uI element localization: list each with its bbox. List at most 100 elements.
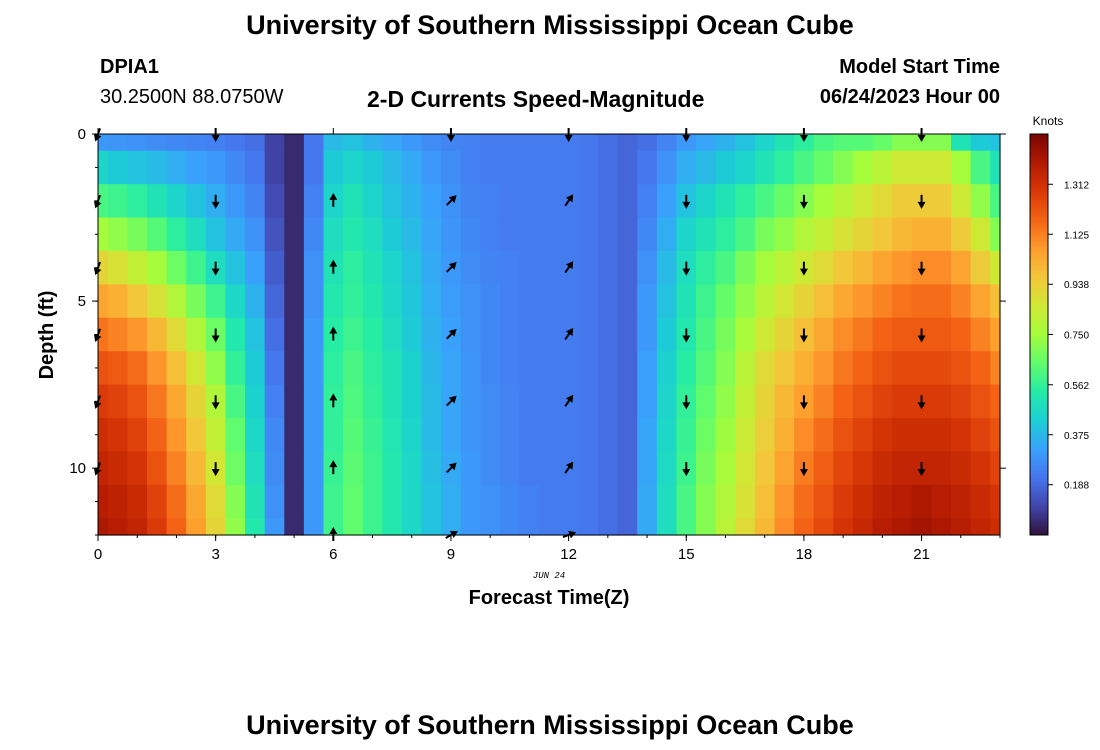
heatmap-cell (519, 150, 540, 185)
heatmap-cell (147, 317, 168, 352)
heatmap-cell (735, 150, 756, 185)
heatmap-cell (950, 418, 972, 453)
heatmap-cell (696, 351, 717, 386)
heatmap-cell (98, 384, 109, 419)
heatmap-cell (892, 184, 913, 219)
heatmap-cell (539, 518, 560, 536)
heatmap-cell (186, 184, 207, 219)
heatmap-cell (931, 484, 952, 519)
heatmap-cell (343, 134, 364, 152)
y-axis: 0 5 10 (69, 126, 1006, 536)
heatmap-cell (460, 451, 481, 486)
heatmap-cell (558, 217, 580, 252)
heatmap-cell (186, 484, 207, 519)
heatmap-cell (539, 184, 560, 219)
heatmap-cell (970, 150, 991, 185)
heatmap-cell (147, 351, 168, 386)
heatmap-cell (539, 284, 560, 319)
heatmap-cell (696, 518, 717, 536)
heatmap-cell (362, 317, 383, 352)
heatmap-cell (598, 134, 619, 152)
heatmap-cell (460, 484, 481, 519)
heatmap-cell (303, 217, 325, 252)
heatmap-cell (460, 284, 481, 319)
heatmap-cell (990, 484, 1001, 519)
heatmap-cell (539, 351, 560, 386)
heatmap-cell (558, 284, 580, 319)
heatmap-cell (794, 518, 815, 536)
heatmap-cell (754, 250, 776, 285)
heatmap-cell (970, 484, 991, 519)
heatmap-cell (676, 418, 697, 453)
heatmap-cell (696, 217, 717, 252)
heatmap-cell (245, 351, 266, 386)
heatmap-cell (245, 250, 266, 285)
heatmap-cell (343, 217, 364, 252)
heatmap-cell (872, 217, 893, 252)
heatmap-cell (147, 418, 168, 453)
heatmap-chart: 0 3 6 9 12 15 18 21 0 5 10 JUN 24 Forecast Time(Z… (36, 114, 1089, 609)
heatmap-cell (872, 351, 893, 386)
heatmap-cell (343, 518, 364, 536)
heatmap-cell (774, 217, 795, 252)
heatmap-cell (990, 384, 1001, 419)
heatmap-cell (284, 184, 305, 219)
heatmap-cell (539, 317, 560, 352)
heatmap-cell (794, 134, 815, 152)
heatmap-cell (794, 150, 815, 185)
heatmap-cell (715, 351, 736, 386)
heatmap-cell (754, 451, 776, 486)
heatmap-cell (303, 484, 325, 519)
heatmap-cell (990, 134, 1001, 152)
heatmap-cell (264, 317, 285, 352)
heatmap-cell (715, 217, 736, 252)
heatmap-cell (715, 317, 736, 352)
heatmap-cell (264, 451, 285, 486)
heatmap-cell (735, 317, 756, 352)
heatmap-cell (774, 484, 795, 519)
heatmap-cell (931, 418, 952, 453)
heatmap-cell (499, 418, 521, 453)
heatmap-cell (735, 134, 756, 152)
heatmap-cell (460, 250, 481, 285)
heatmap-cell (323, 284, 344, 319)
current-arrow (446, 462, 457, 474)
heatmap-cell (911, 134, 932, 152)
heatmap-cell (401, 351, 423, 386)
heatmap-cell (401, 217, 423, 252)
heatmap-cell (950, 217, 972, 252)
heatmap-cell (225, 184, 246, 219)
heatmap-cell (931, 351, 952, 386)
heatmap-cell (323, 150, 344, 185)
heatmap-cell (362, 484, 383, 519)
heatmap-cell (656, 150, 678, 185)
heatmap-cell (323, 217, 344, 252)
heatmap-cell (950, 484, 972, 519)
heatmap-cell (401, 184, 423, 219)
heatmap-cell (578, 250, 599, 285)
heatmap-cell (617, 150, 638, 185)
heatmap-cell (715, 384, 736, 419)
heatmap-cell (499, 217, 521, 252)
heatmap-cell (147, 451, 168, 486)
heatmap-cell (264, 284, 285, 319)
heatmap-cell (107, 250, 129, 285)
heatmap-cell (519, 217, 540, 252)
heatmap-cell (754, 484, 776, 519)
heatmap-cell (794, 217, 815, 252)
heatmap-cell (990, 317, 1001, 352)
heatmap-cell (931, 518, 952, 536)
heatmap-cell (990, 418, 1001, 453)
heatmap-cell (519, 284, 540, 319)
heatmap-cell (186, 284, 207, 319)
heatmap-cell (813, 317, 834, 352)
heatmap-cell (127, 418, 148, 453)
heatmap-cell (147, 484, 168, 519)
heatmap-cell (98, 284, 109, 319)
heatmap-cell (205, 518, 227, 536)
current-arrows (93, 128, 926, 541)
heatmap-cell (990, 284, 1001, 319)
current-arrow (682, 395, 691, 410)
heatmap-cell (382, 418, 403, 453)
heatmap-cell (833, 451, 854, 486)
